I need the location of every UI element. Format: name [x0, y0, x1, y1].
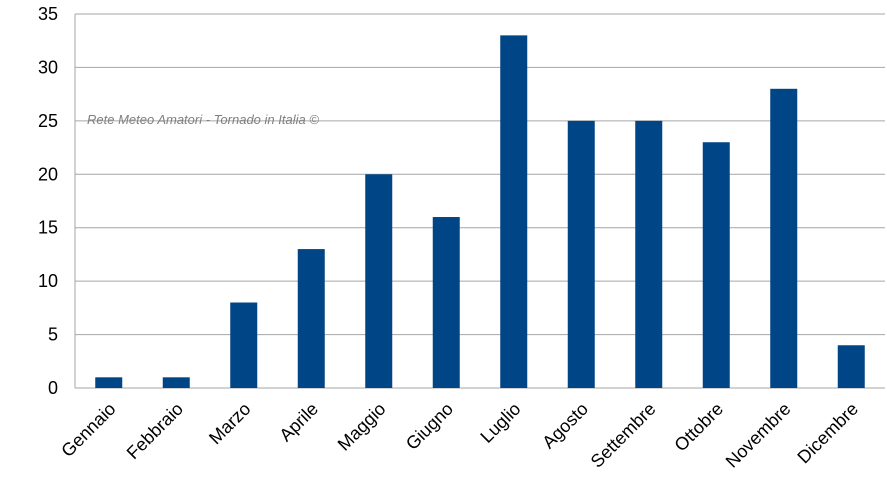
bar-series [95, 35, 865, 389]
x-axis-tick-labels: Gennaio Febbraio Marzo Aprile Maggio Giugno Lu… [57, 399, 862, 472]
watermark-text: Rete Meteo Amatori - Tornado in Italia © [87, 112, 319, 127]
bar-novembre [770, 88, 798, 389]
bar-dicembre [837, 345, 865, 388]
bar-marzo [230, 302, 258, 388]
y-tick-label: 20 [38, 164, 58, 184]
bar-ottobre [702, 142, 730, 388]
x-tick-label: Luglio [476, 399, 524, 447]
x-tick-label: Agosto [538, 399, 592, 453]
x-tick-label: Dicembre [793, 399, 862, 468]
x-tick-label: Aprile [275, 399, 322, 446]
x-tick-label: Febbraio [123, 399, 187, 463]
y-tick-label: 25 [38, 111, 58, 131]
gridlines [74, 13, 885, 389]
y-tick-label: 0 [48, 378, 58, 398]
x-tick-label: Maggio [334, 399, 390, 455]
y-tick-label: 5 [48, 325, 58, 345]
x-tick-label: Marzo [205, 399, 255, 449]
bar-giugno [432, 217, 460, 388]
x-tick-label: Novembre [722, 399, 795, 472]
bar-aprile [297, 249, 325, 388]
x-tick-label: Ottobre [670, 399, 727, 456]
bar-luglio [500, 35, 528, 388]
y-tick-label: 15 [38, 218, 58, 238]
y-tick-label: 35 [38, 4, 58, 24]
bar-agosto [567, 120, 595, 388]
x-tick-label: Giugno [402, 399, 457, 454]
bar-settembre [635, 120, 663, 388]
x-tick-label: Gennaio [57, 399, 119, 461]
y-axis-tick-labels: 0 5 10 15 20 25 30 35 [38, 4, 58, 398]
y-tick-label: 10 [38, 271, 58, 291]
bar-febbraio [162, 377, 190, 388]
bar-maggio [365, 174, 393, 388]
bar-gennaio [95, 377, 123, 388]
x-tick-label: Settembre [587, 399, 660, 472]
y-tick-label: 30 [38, 57, 58, 77]
